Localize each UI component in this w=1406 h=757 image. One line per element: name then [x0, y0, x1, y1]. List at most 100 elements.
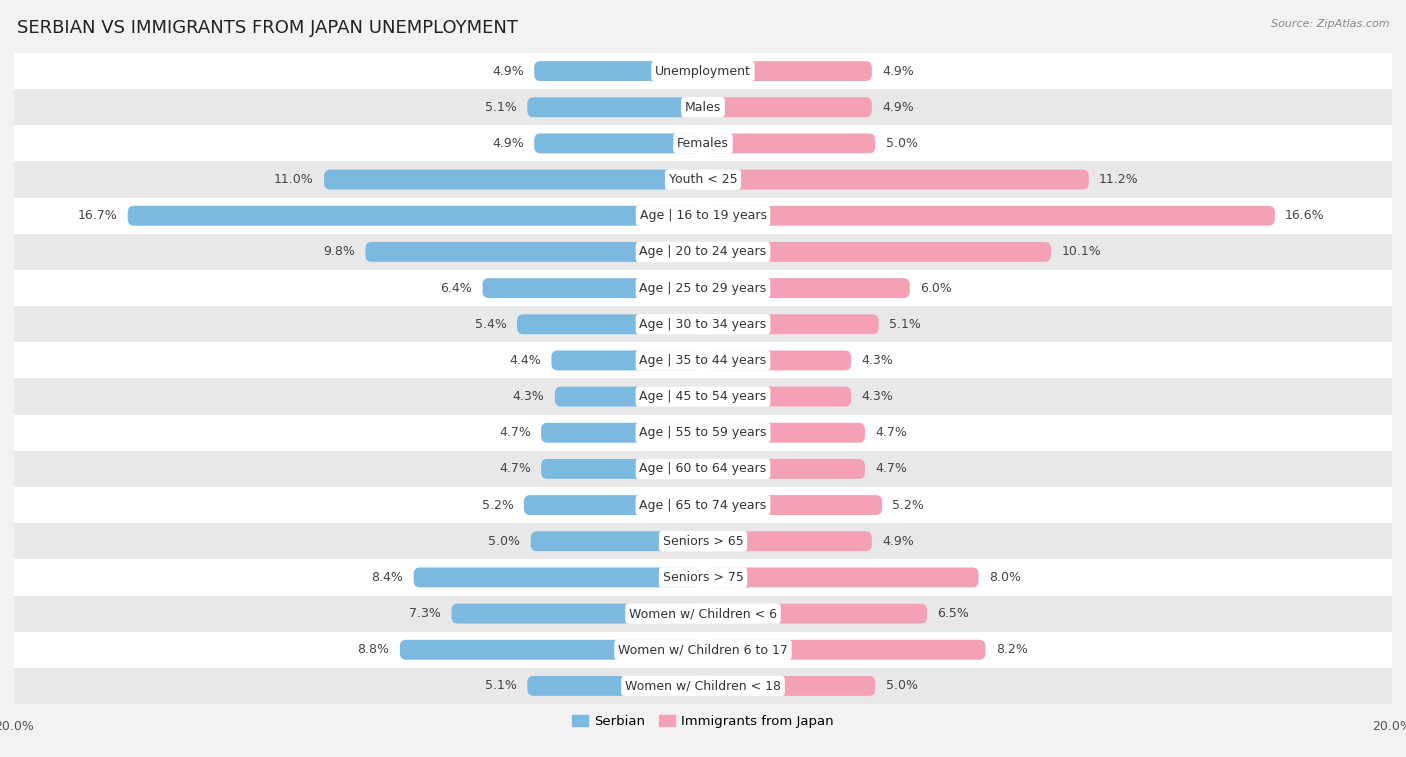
Text: 10.1%: 10.1%: [1062, 245, 1101, 258]
Bar: [14, 270, 1392, 306]
Bar: [14, 161, 1392, 198]
Text: 4.3%: 4.3%: [862, 390, 893, 403]
Text: 16.6%: 16.6%: [1285, 209, 1324, 223]
Text: 4.3%: 4.3%: [862, 354, 893, 367]
FancyBboxPatch shape: [531, 531, 703, 551]
FancyBboxPatch shape: [534, 133, 703, 154]
FancyBboxPatch shape: [703, 242, 1050, 262]
FancyBboxPatch shape: [703, 640, 986, 659]
Text: 5.2%: 5.2%: [482, 499, 513, 512]
FancyBboxPatch shape: [541, 459, 703, 479]
Text: SERBIAN VS IMMIGRANTS FROM JAPAN UNEMPLOYMENT: SERBIAN VS IMMIGRANTS FROM JAPAN UNEMPLO…: [17, 19, 517, 37]
Bar: [14, 198, 1392, 234]
Legend: Serbian, Immigrants from Japan: Serbian, Immigrants from Japan: [567, 709, 839, 734]
Bar: [14, 631, 1392, 668]
Text: Seniors > 65: Seniors > 65: [662, 534, 744, 548]
Text: 5.4%: 5.4%: [475, 318, 506, 331]
FancyBboxPatch shape: [524, 495, 703, 515]
Bar: [14, 523, 1392, 559]
Text: Males: Males: [685, 101, 721, 114]
FancyBboxPatch shape: [703, 387, 851, 407]
FancyBboxPatch shape: [128, 206, 703, 226]
Text: Women w/ Children < 18: Women w/ Children < 18: [626, 680, 780, 693]
FancyBboxPatch shape: [482, 278, 703, 298]
FancyBboxPatch shape: [703, 603, 927, 624]
Text: 6.5%: 6.5%: [938, 607, 969, 620]
Text: Age | 25 to 29 years: Age | 25 to 29 years: [640, 282, 766, 294]
Text: Source: ZipAtlas.com: Source: ZipAtlas.com: [1271, 19, 1389, 29]
FancyBboxPatch shape: [399, 640, 703, 659]
Bar: [14, 306, 1392, 342]
Bar: [14, 668, 1392, 704]
Text: 4.9%: 4.9%: [492, 64, 524, 77]
Text: 6.4%: 6.4%: [440, 282, 472, 294]
Text: 5.2%: 5.2%: [893, 499, 924, 512]
Text: 4.7%: 4.7%: [875, 463, 907, 475]
Text: 4.3%: 4.3%: [513, 390, 544, 403]
Text: 7.3%: 7.3%: [409, 607, 441, 620]
FancyBboxPatch shape: [703, 676, 875, 696]
Text: 16.7%: 16.7%: [77, 209, 117, 223]
Text: Age | 16 to 19 years: Age | 16 to 19 years: [640, 209, 766, 223]
FancyBboxPatch shape: [703, 350, 851, 370]
FancyBboxPatch shape: [366, 242, 703, 262]
FancyBboxPatch shape: [703, 206, 1275, 226]
FancyBboxPatch shape: [703, 568, 979, 587]
FancyBboxPatch shape: [551, 350, 703, 370]
Text: Females: Females: [678, 137, 728, 150]
Text: 8.4%: 8.4%: [371, 571, 404, 584]
FancyBboxPatch shape: [703, 133, 875, 154]
FancyBboxPatch shape: [703, 170, 1088, 189]
FancyBboxPatch shape: [323, 170, 703, 189]
Text: Age | 20 to 24 years: Age | 20 to 24 years: [640, 245, 766, 258]
Text: 4.4%: 4.4%: [509, 354, 541, 367]
Bar: [14, 596, 1392, 631]
Bar: [14, 89, 1392, 126]
Bar: [14, 234, 1392, 270]
FancyBboxPatch shape: [703, 531, 872, 551]
Text: 8.2%: 8.2%: [995, 643, 1028, 656]
Text: 6.0%: 6.0%: [920, 282, 952, 294]
Text: 5.1%: 5.1%: [889, 318, 921, 331]
FancyBboxPatch shape: [517, 314, 703, 334]
Text: Youth < 25: Youth < 25: [669, 173, 737, 186]
FancyBboxPatch shape: [703, 495, 882, 515]
FancyBboxPatch shape: [451, 603, 703, 624]
Text: 5.0%: 5.0%: [488, 534, 520, 548]
Text: 11.2%: 11.2%: [1099, 173, 1139, 186]
FancyBboxPatch shape: [555, 387, 703, 407]
Text: 4.9%: 4.9%: [882, 64, 914, 77]
Text: Women w/ Children < 6: Women w/ Children < 6: [628, 607, 778, 620]
Bar: [14, 415, 1392, 451]
Text: 8.0%: 8.0%: [988, 571, 1021, 584]
FancyBboxPatch shape: [703, 314, 879, 334]
FancyBboxPatch shape: [703, 278, 910, 298]
FancyBboxPatch shape: [541, 423, 703, 443]
Text: Age | 30 to 34 years: Age | 30 to 34 years: [640, 318, 766, 331]
Bar: [14, 126, 1392, 161]
FancyBboxPatch shape: [703, 423, 865, 443]
FancyBboxPatch shape: [413, 568, 703, 587]
FancyBboxPatch shape: [534, 61, 703, 81]
Text: Age | 55 to 59 years: Age | 55 to 59 years: [640, 426, 766, 439]
Text: 5.1%: 5.1%: [485, 680, 517, 693]
Text: Women w/ Children 6 to 17: Women w/ Children 6 to 17: [619, 643, 787, 656]
Text: Age | 60 to 64 years: Age | 60 to 64 years: [640, 463, 766, 475]
Text: 5.0%: 5.0%: [886, 137, 918, 150]
Text: 4.9%: 4.9%: [882, 101, 914, 114]
FancyBboxPatch shape: [527, 98, 703, 117]
FancyBboxPatch shape: [703, 459, 865, 479]
FancyBboxPatch shape: [527, 676, 703, 696]
Text: 4.9%: 4.9%: [492, 137, 524, 150]
Bar: [14, 487, 1392, 523]
Text: 8.8%: 8.8%: [357, 643, 389, 656]
Text: Seniors > 75: Seniors > 75: [662, 571, 744, 584]
Bar: [14, 53, 1392, 89]
FancyBboxPatch shape: [703, 61, 872, 81]
Bar: [14, 451, 1392, 487]
Text: 4.9%: 4.9%: [882, 534, 914, 548]
Bar: [14, 342, 1392, 378]
Text: Unemployment: Unemployment: [655, 64, 751, 77]
Bar: [14, 378, 1392, 415]
Text: 9.8%: 9.8%: [323, 245, 356, 258]
